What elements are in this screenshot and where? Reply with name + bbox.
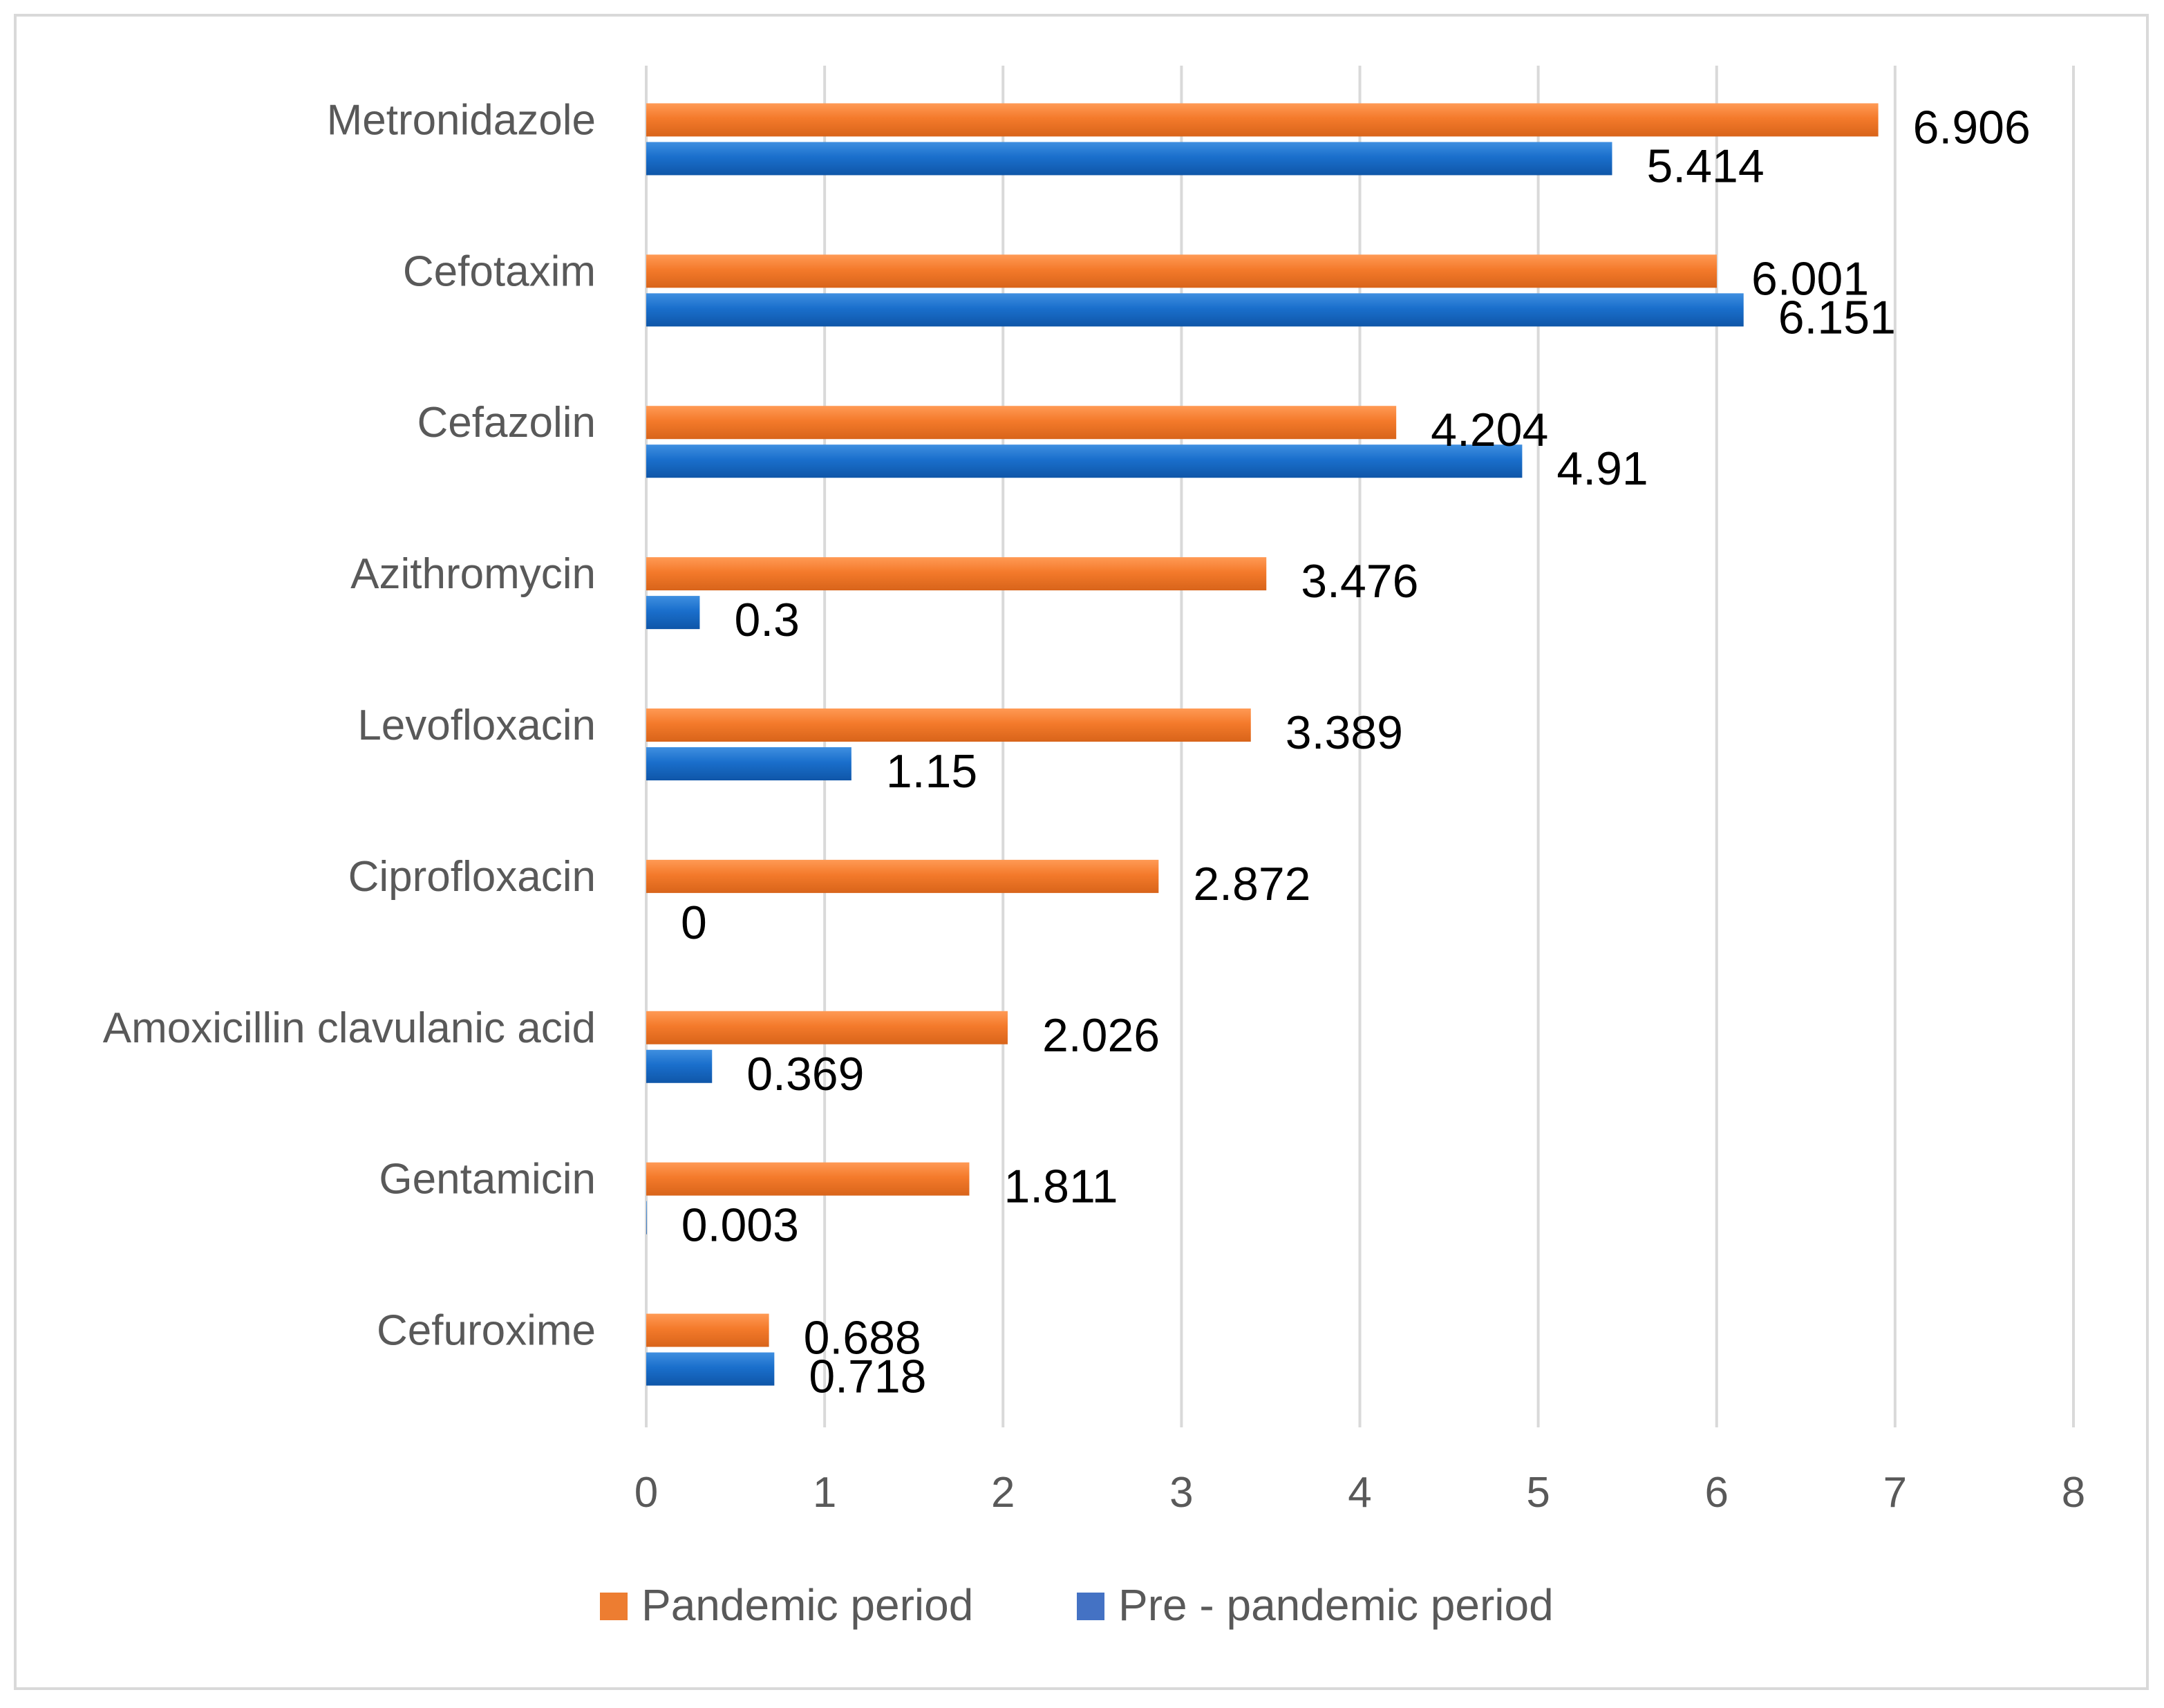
data-label: 0 (681, 897, 707, 949)
category-label: Cefuroxime (377, 1307, 596, 1355)
legend-swatch-pandemic (600, 1593, 628, 1620)
x-tick-label: 5 (1526, 1469, 1550, 1517)
data-label: 0.003 (681, 1199, 799, 1252)
data-label: 5.414 (1646, 140, 1764, 192)
data-label: 0.369 (746, 1048, 864, 1100)
category-label: Cefotaxim (403, 247, 596, 295)
data-label: 1.811 (1004, 1161, 1118, 1213)
bar-prepandemic (646, 1352, 775, 1386)
bar-prepandemic (646, 293, 1744, 327)
category-label: Gentamicin (379, 1156, 596, 1203)
bar-prepandemic (646, 444, 1523, 478)
data-label: 1.15 (886, 745, 977, 798)
bar-prepandemic (646, 1201, 647, 1235)
x-tick-label: 7 (1883, 1469, 1907, 1517)
data-label: 2.026 (1042, 1009, 1160, 1062)
legend-label-pandemic: Pandemic period (641, 1580, 973, 1630)
category-labels: Metronidazole Cefotaxim Cefazolin Azithromy… (103, 96, 596, 1354)
legend-swatch-prepandemic (1077, 1593, 1104, 1620)
x-tick-label: 2 (991, 1469, 1015, 1517)
data-label: 3.389 (1286, 706, 1403, 759)
bar-pandemic (646, 1313, 769, 1347)
bar-pandemic (646, 103, 1879, 137)
category-label: Cefazolin (417, 399, 596, 447)
data-label: 6.001 (1751, 252, 1869, 305)
data-label: 3.476 (1301, 555, 1418, 608)
data-label: 0.688 (804, 1312, 921, 1364)
bar-prepandemic (646, 142, 1612, 176)
category-label: Metronidazole (327, 96, 596, 144)
bars (646, 103, 1879, 1386)
x-tick-label: 6 (1705, 1469, 1729, 1517)
category-label: Azithromycin (350, 550, 596, 598)
data-label: 0.3 (734, 594, 800, 646)
x-tick-label: 0 (634, 1469, 658, 1517)
chart-frame (14, 14, 2149, 1690)
data-label: 2.872 (1193, 858, 1310, 910)
x-tick-label: 3 (1169, 1469, 1193, 1517)
bar-pandemic (646, 1162, 970, 1196)
data-label: 6.151 (1778, 291, 1896, 344)
x-tick-label: 8 (2062, 1469, 2085, 1517)
legend-label-prepandemic: Pre - pandemic period (1118, 1580, 1554, 1630)
bar-pandemic (646, 708, 1251, 742)
bar-pandemic (646, 406, 1397, 440)
bar-prepandemic (646, 1049, 713, 1083)
x-tick-label: 1 (813, 1469, 836, 1517)
data-label: 4.91 (1556, 442, 1648, 495)
bar-pandemic (646, 1011, 1008, 1044)
data-label: 4.204 (1431, 404, 1548, 456)
data-label: 6.906 (1913, 101, 2031, 153)
bar-pandemic (646, 859, 1159, 893)
legend: Pandemic period Pre - pandemic period (600, 1580, 1554, 1630)
category-label: Ciprofloxacin (348, 853, 596, 901)
x-axis-ticks: 0 1 2 3 4 5 6 7 8 (634, 1469, 2085, 1517)
bar-pandemic (646, 254, 1718, 288)
x-tick-label: 4 (1348, 1469, 1371, 1517)
data-label: 0.718 (809, 1351, 926, 1403)
gridlines (645, 66, 2075, 1427)
category-label: Levofloxacin (357, 702, 596, 749)
category-label: Amoxicillin clavulanic acid (103, 1004, 596, 1052)
bar-prepandemic (646, 596, 700, 630)
bar-prepandemic (646, 747, 852, 780)
bar-pandemic (646, 557, 1267, 591)
